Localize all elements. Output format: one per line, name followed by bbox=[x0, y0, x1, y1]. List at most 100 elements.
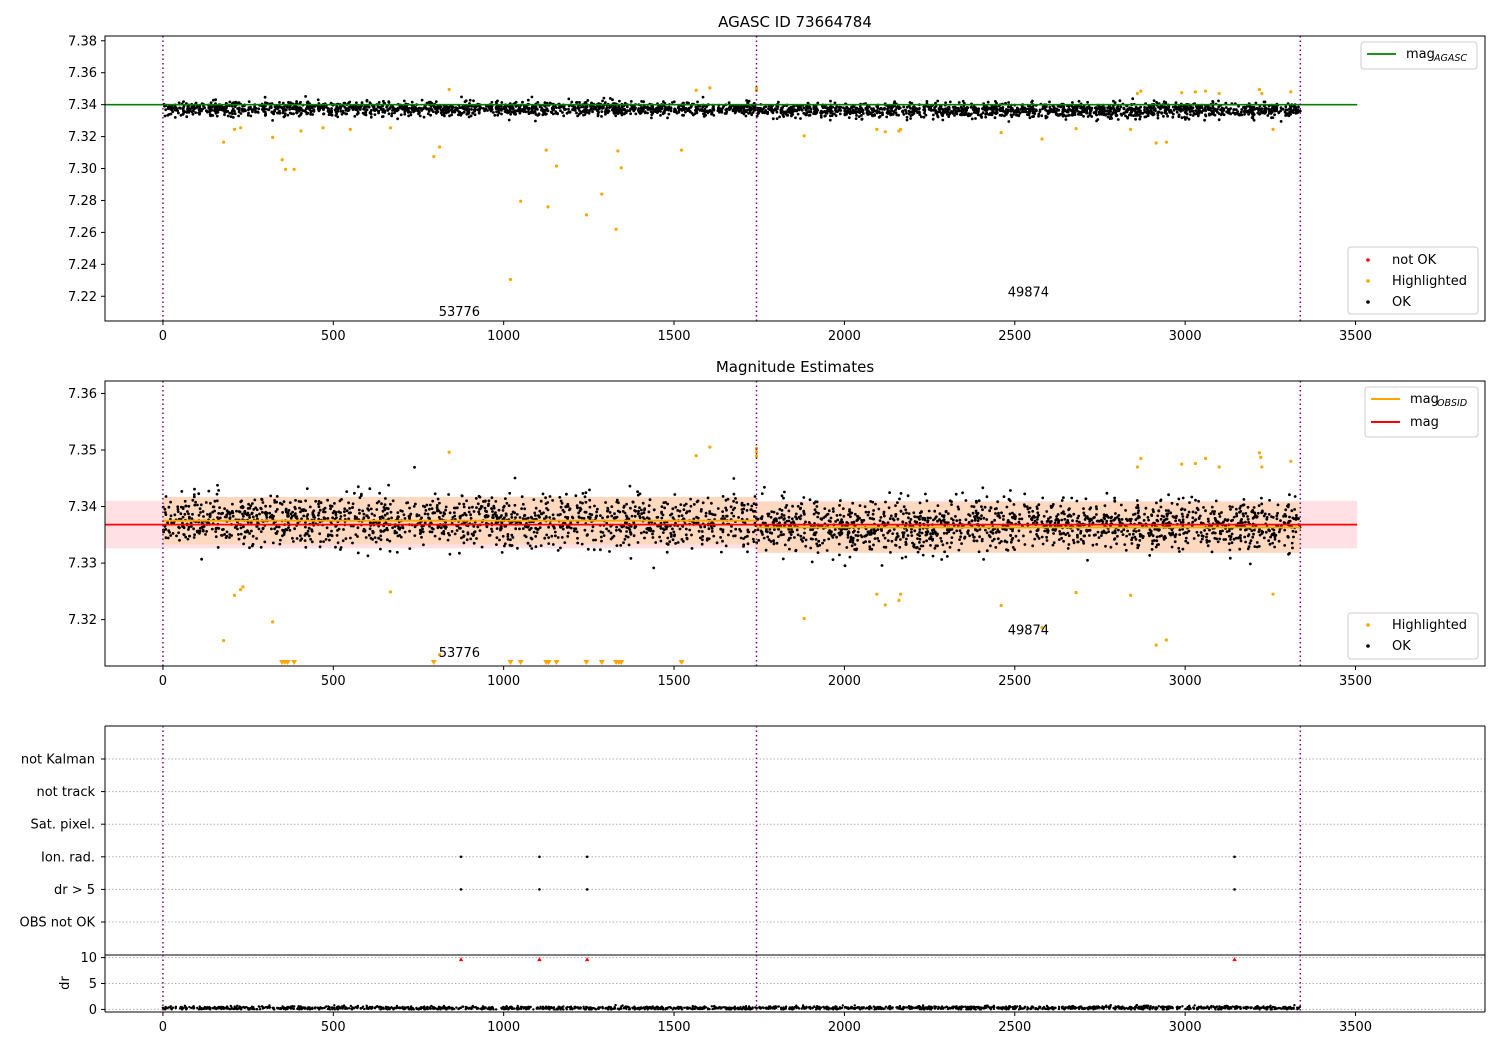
ok-point bbox=[974, 108, 978, 112]
ok-point bbox=[487, 499, 491, 503]
ok-point bbox=[652, 508, 656, 512]
ok-point bbox=[762, 107, 765, 111]
ok-point bbox=[606, 111, 610, 115]
ok-point bbox=[984, 528, 987, 532]
ok-point bbox=[225, 513, 229, 517]
ok-point bbox=[446, 538, 450, 542]
ok-point bbox=[623, 112, 626, 116]
ok-point bbox=[242, 525, 245, 529]
ok-point bbox=[261, 510, 264, 514]
ok-point bbox=[578, 101, 581, 104]
ok-point bbox=[703, 112, 706, 116]
ok-point bbox=[725, 514, 728, 518]
ok-point bbox=[170, 107, 174, 111]
ok-point bbox=[184, 504, 188, 508]
ok-point bbox=[249, 114, 253, 118]
ok-point bbox=[1242, 110, 1246, 113]
ok-point bbox=[600, 539, 603, 543]
ok-point bbox=[719, 536, 722, 539]
ok-point bbox=[307, 526, 311, 530]
ok-point bbox=[1119, 503, 1123, 507]
ok-point bbox=[491, 516, 494, 519]
ok-point bbox=[1132, 108, 1135, 112]
ok-point bbox=[710, 501, 713, 505]
ok-point bbox=[297, 500, 301, 503]
ok-point bbox=[278, 111, 282, 115]
ok-point bbox=[1009, 540, 1013, 544]
ok-point bbox=[319, 540, 322, 543]
ok-point bbox=[699, 525, 703, 529]
ok-point bbox=[572, 107, 575, 111]
ok-point bbox=[506, 535, 510, 538]
ok-point bbox=[859, 109, 862, 113]
ok-point bbox=[281, 101, 285, 105]
ok-point bbox=[582, 113, 585, 117]
ok-point bbox=[681, 113, 684, 117]
ok-point bbox=[470, 108, 473, 111]
ok-point bbox=[1134, 530, 1138, 533]
ok-point bbox=[603, 110, 607, 114]
ok-point bbox=[344, 112, 348, 116]
ok-point bbox=[1038, 110, 1042, 113]
ok-point bbox=[424, 509, 428, 512]
ok-point bbox=[1273, 108, 1276, 112]
ok-point bbox=[681, 540, 685, 543]
ok-point bbox=[673, 108, 676, 111]
ok-point bbox=[651, 107, 655, 111]
ok-point bbox=[1203, 118, 1206, 122]
highlighted-point bbox=[1139, 89, 1143, 93]
ok-point bbox=[673, 534, 676, 538]
ok-point bbox=[1226, 107, 1230, 111]
ok-point bbox=[500, 101, 504, 104]
ok-point bbox=[241, 506, 245, 510]
ok-point bbox=[666, 543, 670, 546]
ok-point bbox=[231, 109, 234, 113]
ok-point bbox=[1268, 542, 1272, 546]
ok-point bbox=[403, 112, 407, 116]
ok-point bbox=[567, 525, 571, 529]
ok-point bbox=[1075, 499, 1079, 503]
ok-point bbox=[327, 107, 330, 111]
ok-point bbox=[508, 491, 512, 495]
ok-point bbox=[543, 105, 547, 108]
ok-point bbox=[1250, 111, 1254, 115]
ok-point bbox=[688, 528, 692, 532]
ok-point bbox=[912, 511, 916, 515]
ok-point bbox=[761, 111, 764, 114]
ok-point bbox=[607, 529, 611, 533]
ok-point bbox=[171, 532, 175, 535]
ok-point bbox=[240, 499, 244, 503]
ok-point bbox=[198, 105, 202, 109]
ok-point bbox=[539, 499, 543, 503]
ok-point bbox=[471, 111, 475, 115]
ok-point bbox=[1206, 107, 1210, 111]
ok-point bbox=[543, 110, 546, 113]
ok-point bbox=[608, 550, 611, 553]
ok-point bbox=[1191, 520, 1195, 524]
ok-point bbox=[255, 537, 258, 540]
ok-point bbox=[730, 525, 733, 528]
ok-point bbox=[243, 509, 247, 513]
ok-point bbox=[614, 114, 618, 118]
ok-point bbox=[794, 116, 797, 120]
ok-point bbox=[1041, 107, 1044, 111]
ok-point bbox=[487, 104, 490, 108]
ok-point bbox=[977, 109, 980, 113]
ok-point bbox=[609, 537, 613, 541]
ok-point bbox=[1073, 111, 1077, 115]
ok-point bbox=[1062, 539, 1065, 543]
ok-point bbox=[495, 106, 499, 110]
ok-point bbox=[640, 512, 643, 516]
ok-point bbox=[1245, 110, 1249, 114]
ok-point bbox=[326, 517, 330, 520]
ok-point bbox=[1122, 107, 1126, 111]
ok-point bbox=[779, 111, 783, 115]
ok-point bbox=[837, 109, 841, 112]
ok-point bbox=[1138, 117, 1142, 121]
ok-point bbox=[633, 526, 637, 530]
ok-point bbox=[628, 528, 632, 531]
ok-point bbox=[593, 504, 596, 508]
ok-point bbox=[406, 110, 410, 113]
ok-point bbox=[1052, 104, 1055, 108]
ok-point bbox=[372, 531, 375, 534]
